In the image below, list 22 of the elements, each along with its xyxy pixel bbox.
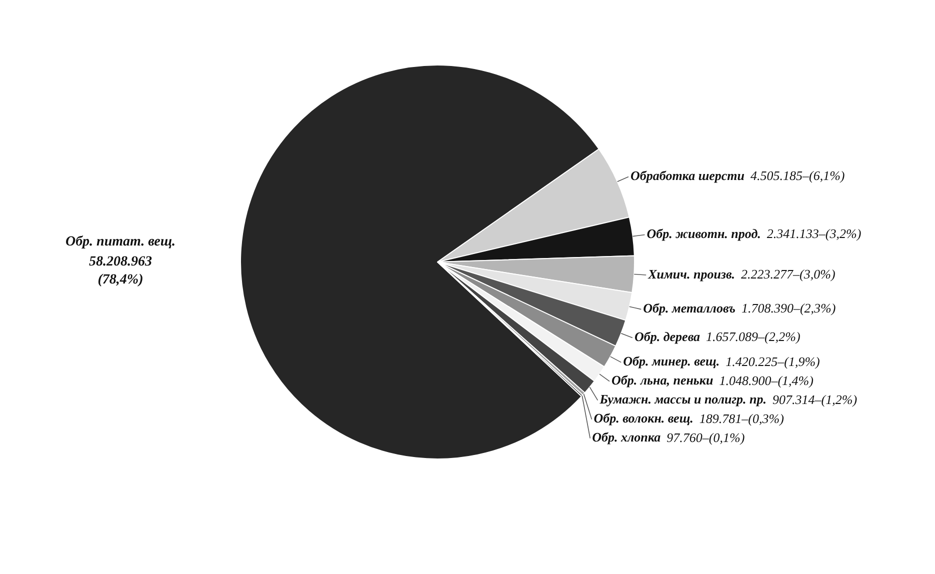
data-label: 189.781–(0,3%): [699, 410, 784, 426]
data-label: 1.708.390–(2,3%): [741, 300, 836, 316]
slice-label: Обр. животн. прод.: [646, 226, 761, 242]
data-label: 1.048.900–(1,4%): [719, 372, 814, 388]
slice-label: Обр. питат. вещ.: [65, 234, 176, 250]
data-label: 97.760–(0,1%): [666, 430, 745, 445]
slice-label: Обр. волокн. вещ.: [594, 410, 694, 426]
slice-label: Обр. минер. вещ.: [623, 354, 720, 369]
slice-label: Обр. металловъ: [643, 300, 736, 316]
data-label: 1.420.225–(1,9%): [726, 354, 820, 369]
slice-label: Обр. льна, пеньки: [612, 372, 714, 388]
data-label: 907.314–(1,2%): [772, 392, 858, 407]
data-label: 2.341.133–(3,2%): [766, 226, 862, 242]
data-label: 1.657.089–(2,2%): [706, 329, 800, 344]
slice-label: Обработка шерсти: [630, 168, 745, 184]
slice-label: Обр. дерева: [634, 329, 701, 344]
slice-label: Бумажн. массы и полигр. пр.: [598, 392, 767, 407]
data-label: 4.505.185–(6,1%): [750, 168, 845, 184]
data-label: 58.208.963 (78,4%): [89, 254, 152, 288]
slice-label: Обр. хлопка: [592, 430, 662, 445]
data-label: 2.223.277–(3,0%): [741, 266, 836, 282]
slice-label: Химич. произв.: [647, 266, 736, 282]
